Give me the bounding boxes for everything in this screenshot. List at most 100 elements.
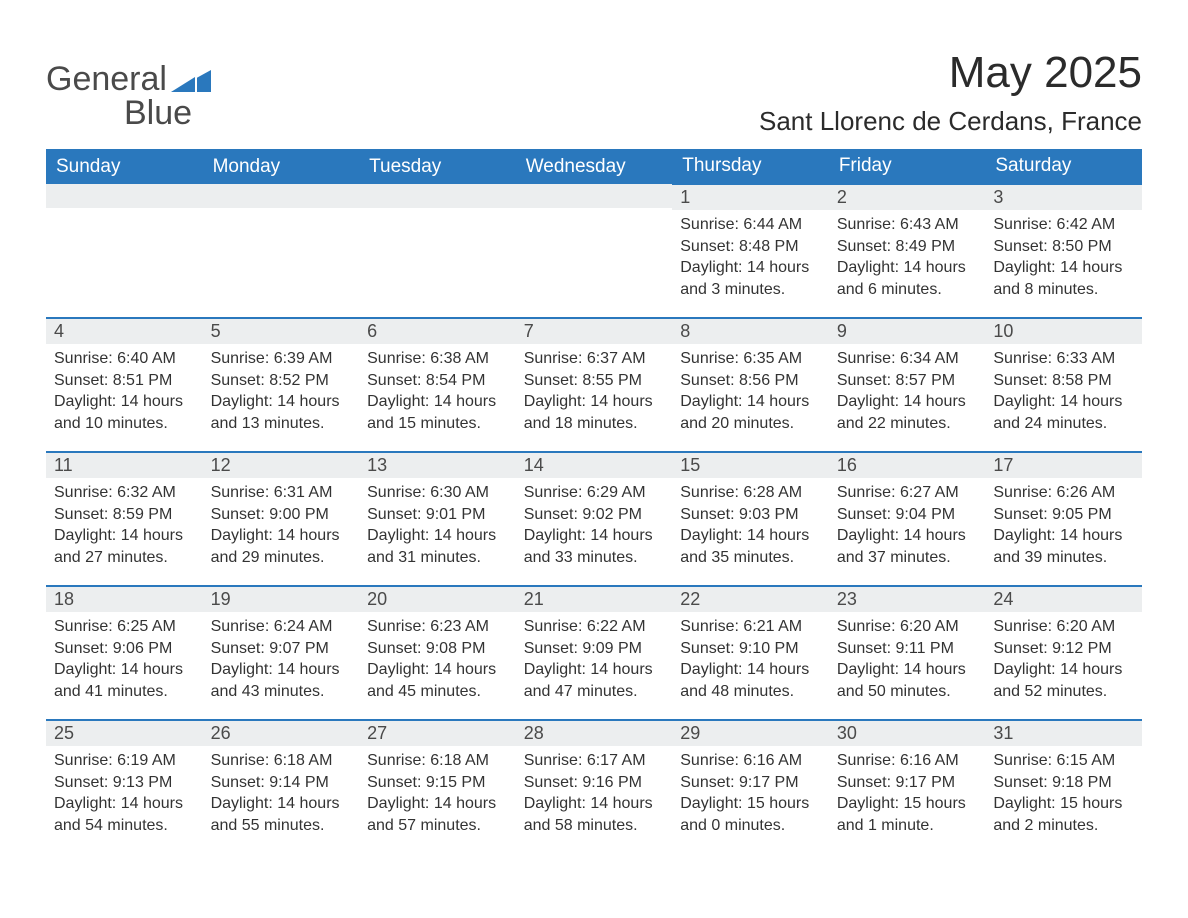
day-details: Sunrise: 6:20 AMSunset: 9:12 PMDaylight:… bbox=[985, 612, 1142, 706]
day-details: Sunrise: 6:29 AMSunset: 9:02 PMDaylight:… bbox=[516, 478, 673, 572]
calendar-day-cell: 25Sunrise: 6:19 AMSunset: 9:13 PMDayligh… bbox=[46, 720, 203, 853]
calendar-header-row: SundayMondayTuesdayWednesdayThursdayFrid… bbox=[46, 149, 1142, 184]
day-details: Sunrise: 6:42 AMSunset: 8:50 PMDaylight:… bbox=[985, 210, 1142, 304]
day-number: 9 bbox=[829, 319, 986, 344]
blank-daynum-strip bbox=[359, 184, 516, 208]
calendar-day-cell: 28Sunrise: 6:17 AMSunset: 9:16 PMDayligh… bbox=[516, 720, 673, 853]
day-number: 24 bbox=[985, 587, 1142, 612]
blank-daynum-strip bbox=[203, 184, 360, 208]
calendar-day-cell: 18Sunrise: 6:25 AMSunset: 9:06 PMDayligh… bbox=[46, 586, 203, 720]
calendar-day-cell: 23Sunrise: 6:20 AMSunset: 9:11 PMDayligh… bbox=[829, 586, 986, 720]
calendar-day-cell: 21Sunrise: 6:22 AMSunset: 9:09 PMDayligh… bbox=[516, 586, 673, 720]
calendar-day-cell: 4Sunrise: 6:40 AMSunset: 8:51 PMDaylight… bbox=[46, 318, 203, 452]
calendar-day-cell: 2Sunrise: 6:43 AMSunset: 8:49 PMDaylight… bbox=[829, 184, 986, 318]
day-number: 16 bbox=[829, 453, 986, 478]
weekday-header: Saturday bbox=[985, 149, 1142, 184]
day-number: 13 bbox=[359, 453, 516, 478]
day-details: Sunrise: 6:25 AMSunset: 9:06 PMDaylight:… bbox=[46, 612, 203, 706]
weekday-header: Wednesday bbox=[516, 149, 673, 184]
header: General Blue May 2025 Sant Llorenc de Ce… bbox=[46, 48, 1142, 137]
calendar-blank-cell bbox=[359, 184, 516, 318]
day-details: Sunrise: 6:24 AMSunset: 9:07 PMDaylight:… bbox=[203, 612, 360, 706]
weekday-header: Tuesday bbox=[359, 149, 516, 184]
day-details: Sunrise: 6:18 AMSunset: 9:15 PMDaylight:… bbox=[359, 746, 516, 840]
day-number: 31 bbox=[985, 721, 1142, 746]
calendar-day-cell: 24Sunrise: 6:20 AMSunset: 9:12 PMDayligh… bbox=[985, 586, 1142, 720]
calendar-body: 1Sunrise: 6:44 AMSunset: 8:48 PMDaylight… bbox=[46, 184, 1142, 853]
day-details: Sunrise: 6:20 AMSunset: 9:11 PMDaylight:… bbox=[829, 612, 986, 706]
day-details: Sunrise: 6:18 AMSunset: 9:14 PMDaylight:… bbox=[203, 746, 360, 840]
day-number: 11 bbox=[46, 453, 203, 478]
day-details: Sunrise: 6:31 AMSunset: 9:00 PMDaylight:… bbox=[203, 478, 360, 572]
page-subtitle: Sant Llorenc de Cerdans, France bbox=[759, 106, 1142, 137]
calendar-week-row: 11Sunrise: 6:32 AMSunset: 8:59 PMDayligh… bbox=[46, 452, 1142, 586]
logo-word-1: General bbox=[46, 60, 167, 98]
weekday-header: Sunday bbox=[46, 149, 203, 184]
day-details: Sunrise: 6:39 AMSunset: 8:52 PMDaylight:… bbox=[203, 344, 360, 438]
day-number: 28 bbox=[516, 721, 673, 746]
logo-triangle-icon bbox=[171, 68, 213, 99]
calendar-week-row: 25Sunrise: 6:19 AMSunset: 9:13 PMDayligh… bbox=[46, 720, 1142, 853]
calendar-day-cell: 29Sunrise: 6:16 AMSunset: 9:17 PMDayligh… bbox=[672, 720, 829, 853]
day-number: 14 bbox=[516, 453, 673, 478]
day-details: Sunrise: 6:44 AMSunset: 8:48 PMDaylight:… bbox=[672, 210, 829, 304]
day-number: 17 bbox=[985, 453, 1142, 478]
day-number: 10 bbox=[985, 319, 1142, 344]
calendar-week-row: 4Sunrise: 6:40 AMSunset: 8:51 PMDaylight… bbox=[46, 318, 1142, 452]
day-details: Sunrise: 6:26 AMSunset: 9:05 PMDaylight:… bbox=[985, 478, 1142, 572]
logo-word-2: Blue bbox=[46, 94, 192, 132]
day-number: 20 bbox=[359, 587, 516, 612]
day-number: 23 bbox=[829, 587, 986, 612]
day-number: 1 bbox=[672, 185, 829, 210]
day-number: 18 bbox=[46, 587, 203, 612]
day-details: Sunrise: 6:34 AMSunset: 8:57 PMDaylight:… bbox=[829, 344, 986, 438]
day-number: 4 bbox=[46, 319, 203, 344]
day-number: 30 bbox=[829, 721, 986, 746]
day-details: Sunrise: 6:21 AMSunset: 9:10 PMDaylight:… bbox=[672, 612, 829, 706]
calendar-day-cell: 17Sunrise: 6:26 AMSunset: 9:05 PMDayligh… bbox=[985, 452, 1142, 586]
day-details: Sunrise: 6:38 AMSunset: 8:54 PMDaylight:… bbox=[359, 344, 516, 438]
day-number: 22 bbox=[672, 587, 829, 612]
page-title: May 2025 bbox=[759, 48, 1142, 98]
day-number: 29 bbox=[672, 721, 829, 746]
calendar-day-cell: 27Sunrise: 6:18 AMSunset: 9:15 PMDayligh… bbox=[359, 720, 516, 853]
title-block: May 2025 Sant Llorenc de Cerdans, France bbox=[759, 48, 1142, 137]
day-details: Sunrise: 6:23 AMSunset: 9:08 PMDaylight:… bbox=[359, 612, 516, 706]
day-number: 2 bbox=[829, 185, 986, 210]
calendar-day-cell: 9Sunrise: 6:34 AMSunset: 8:57 PMDaylight… bbox=[829, 318, 986, 452]
calendar-day-cell: 3Sunrise: 6:42 AMSunset: 8:50 PMDaylight… bbox=[985, 184, 1142, 318]
calendar-day-cell: 14Sunrise: 6:29 AMSunset: 9:02 PMDayligh… bbox=[516, 452, 673, 586]
calendar-table: SundayMondayTuesdayWednesdayThursdayFrid… bbox=[46, 149, 1142, 853]
weekday-header: Monday bbox=[203, 149, 360, 184]
day-details: Sunrise: 6:30 AMSunset: 9:01 PMDaylight:… bbox=[359, 478, 516, 572]
calendar-week-row: 1Sunrise: 6:44 AMSunset: 8:48 PMDaylight… bbox=[46, 184, 1142, 318]
day-number: 12 bbox=[203, 453, 360, 478]
calendar-day-cell: 31Sunrise: 6:15 AMSunset: 9:18 PMDayligh… bbox=[985, 720, 1142, 853]
calendar-day-cell: 15Sunrise: 6:28 AMSunset: 9:03 PMDayligh… bbox=[672, 452, 829, 586]
day-details: Sunrise: 6:32 AMSunset: 8:59 PMDaylight:… bbox=[46, 478, 203, 572]
calendar-week-row: 18Sunrise: 6:25 AMSunset: 9:06 PMDayligh… bbox=[46, 586, 1142, 720]
calendar-day-cell: 6Sunrise: 6:38 AMSunset: 8:54 PMDaylight… bbox=[359, 318, 516, 452]
day-number: 3 bbox=[985, 185, 1142, 210]
calendar-blank-cell bbox=[516, 184, 673, 318]
day-number: 25 bbox=[46, 721, 203, 746]
calendar-page: General Blue May 2025 Sant Llorenc de Ce… bbox=[0, 0, 1188, 893]
day-number: 6 bbox=[359, 319, 516, 344]
day-number: 19 bbox=[203, 587, 360, 612]
day-number: 27 bbox=[359, 721, 516, 746]
calendar-day-cell: 20Sunrise: 6:23 AMSunset: 9:08 PMDayligh… bbox=[359, 586, 516, 720]
day-number: 7 bbox=[516, 319, 673, 344]
calendar-day-cell: 8Sunrise: 6:35 AMSunset: 8:56 PMDaylight… bbox=[672, 318, 829, 452]
calendar-blank-cell bbox=[46, 184, 203, 318]
weekday-header: Thursday bbox=[672, 149, 829, 184]
blank-daynum-strip bbox=[516, 184, 673, 208]
day-details: Sunrise: 6:16 AMSunset: 9:17 PMDaylight:… bbox=[672, 746, 829, 840]
weekday-header: Friday bbox=[829, 149, 986, 184]
day-details: Sunrise: 6:28 AMSunset: 9:03 PMDaylight:… bbox=[672, 478, 829, 572]
day-details: Sunrise: 6:37 AMSunset: 8:55 PMDaylight:… bbox=[516, 344, 673, 438]
day-number: 5 bbox=[203, 319, 360, 344]
day-details: Sunrise: 6:40 AMSunset: 8:51 PMDaylight:… bbox=[46, 344, 203, 438]
day-number: 8 bbox=[672, 319, 829, 344]
day-number: 15 bbox=[672, 453, 829, 478]
day-details: Sunrise: 6:17 AMSunset: 9:16 PMDaylight:… bbox=[516, 746, 673, 840]
